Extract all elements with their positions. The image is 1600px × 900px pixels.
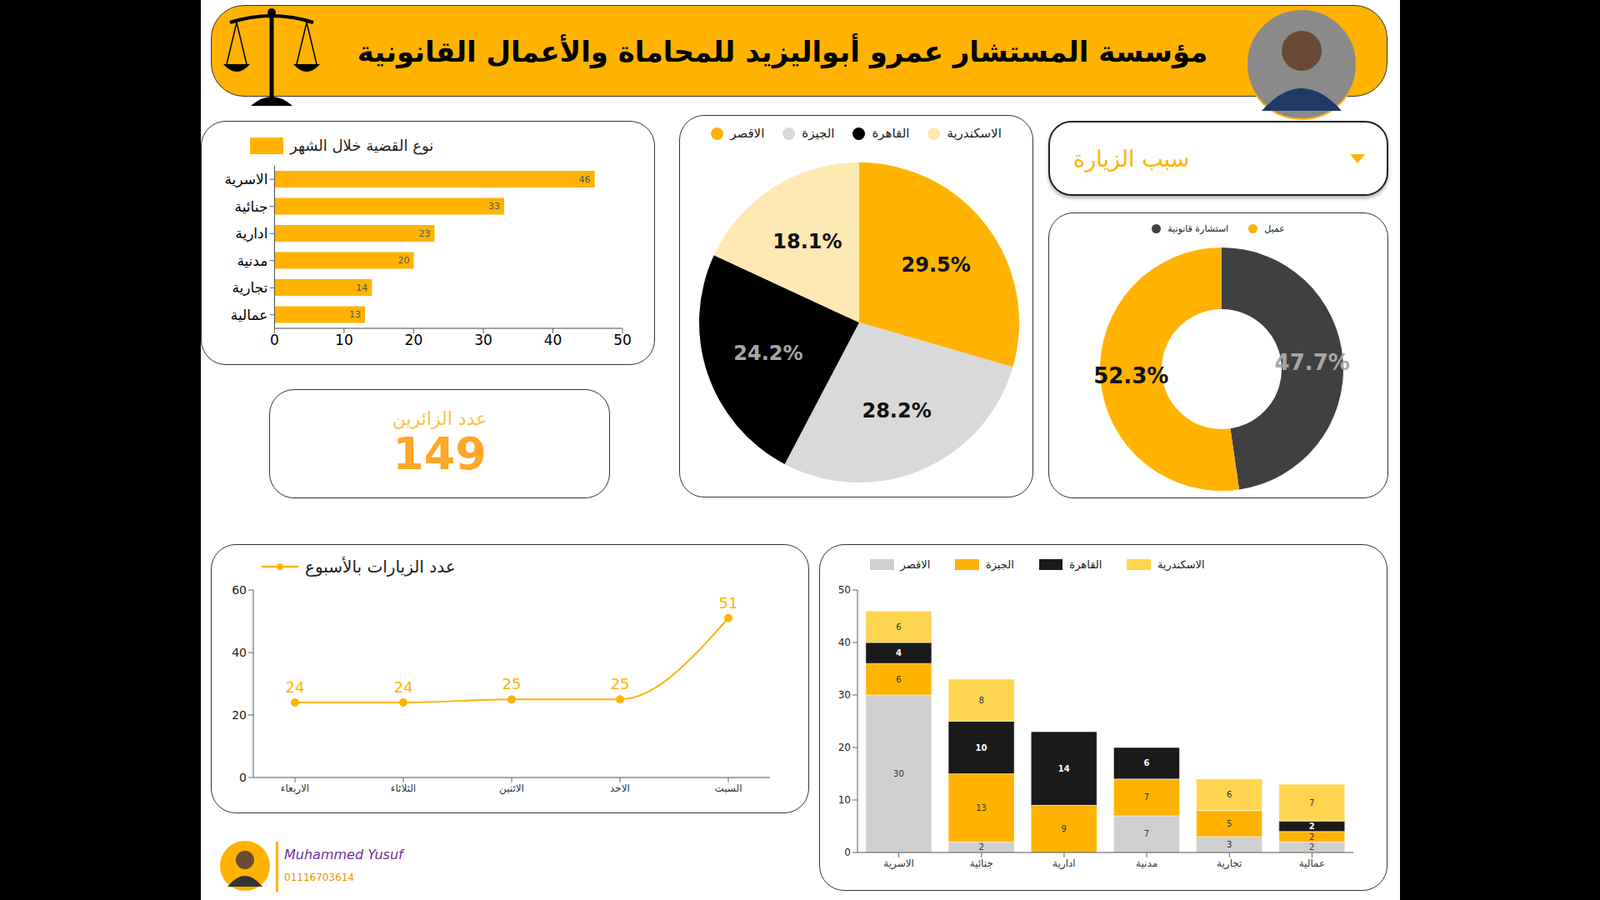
svg-text:10: 10: [975, 743, 988, 753]
svg-text:28.2%: 28.2%: [861, 399, 931, 423]
svg-text:تجارية: تجارية: [231, 279, 268, 296]
svg-text:جنائية: جنائية: [235, 198, 269, 215]
html-text:01116703614: 01116703614: [284, 871, 355, 884]
svg-text:24: 24: [394, 678, 414, 696]
svg-text:3: 3: [1226, 840, 1232, 850]
svg-text:23: 23: [418, 228, 430, 240]
svg-text:جنائية: جنائية: [970, 857, 994, 870]
svg-text:24: 24: [285, 678, 305, 696]
svg-text:6: 6: [895, 675, 901, 685]
svg-text:4: 4: [895, 648, 902, 658]
html-text:الجيزة: الجيزة: [801, 125, 835, 141]
html-text:سبب الزيارة: سبب الزيارة: [1073, 145, 1190, 172]
svg-text:40: 40: [231, 645, 247, 660]
svg-text:25: 25: [502, 675, 522, 693]
svg-text:6: 6: [1143, 758, 1150, 768]
html-text:عدد الزيارات بالأسبوع: عدد الزيارات بالأسبوع: [305, 556, 456, 577]
svg-text:50: 50: [838, 584, 851, 596]
html-text:القاهرة: القاهرة: [1069, 558, 1102, 571]
html-text:149: 149: [392, 427, 487, 481]
svg-text:13: 13: [349, 309, 361, 320]
svg-text:29.5%: 29.5%: [900, 253, 970, 277]
svg-text:6: 6: [895, 622, 901, 632]
svg-text:33: 33: [488, 200, 500, 212]
svg-text:14: 14: [355, 282, 368, 294]
svg-text:9: 9: [1061, 824, 1067, 834]
svg-text:52.3%: 52.3%: [1093, 363, 1169, 389]
svg-text:30: 30: [893, 769, 905, 779]
svg-text:20: 20: [397, 255, 410, 266]
svg-text:الاسرية: الاسرية: [883, 857, 915, 870]
html-text:الاسكندرية: الاسكندرية: [1157, 558, 1205, 571]
html-text:الاسكندرية: الاسكندرية: [947, 125, 1002, 141]
svg-text:0: 0: [270, 331, 280, 349]
svg-text:الاربعاء: الاربعاء: [280, 782, 310, 795]
svg-text:0: 0: [844, 846, 851, 859]
svg-text:الثلاثاء: الثلاثاء: [390, 782, 416, 795]
svg-text:46: 46: [579, 174, 591, 185]
svg-text:25: 25: [610, 675, 630, 693]
svg-text:ادارية: ادارية: [1052, 857, 1076, 870]
svg-text:20: 20: [838, 741, 851, 754]
html-text:نوع القضية خلال الشهر: نوع القضية خلال الشهر: [290, 136, 434, 155]
svg-text:الاثنين: الاثنين: [499, 782, 525, 795]
svg-text:18.1%: 18.1%: [772, 230, 842, 254]
svg-text:2: 2: [1309, 821, 1315, 831]
svg-text:20: 20: [405, 331, 424, 349]
svg-text:2: 2: [1309, 832, 1315, 842]
html-text:Muhammed Yusuf: Muhammed Yusuf: [284, 846, 404, 863]
svg-text:7: 7: [1144, 829, 1150, 839]
svg-text:5: 5: [1226, 819, 1232, 829]
html-text:الاقصر: الاقصر: [730, 125, 765, 141]
html-text:القاهرة: القاهرة: [872, 125, 910, 141]
svg-text:مدنية: مدنية: [1135, 857, 1158, 870]
svg-text:24.2%: 24.2%: [733, 341, 803, 365]
svg-text:السبت: السبت: [714, 782, 742, 795]
svg-text:الاسرية: الاسرية: [225, 170, 269, 188]
html-text:عدد الزائرين: عدد الزائرين: [392, 408, 487, 430]
svg-text:47.7%: 47.7%: [1275, 350, 1350, 375]
svg-text:عمالية: عمالية: [230, 306, 269, 324]
svg-text:2: 2: [978, 842, 984, 852]
svg-text:عمالية: عمالية: [1299, 857, 1325, 870]
svg-text:13: 13: [975, 803, 987, 813]
html-text:استشارة قانونية: استشارة قانونية: [1167, 223, 1229, 235]
svg-text:50: 50: [613, 331, 632, 349]
svg-text:14: 14: [1058, 764, 1070, 774]
svg-text:7: 7: [1309, 798, 1315, 808]
svg-text:ادارية: ادارية: [235, 225, 268, 242]
svg-text:40: 40: [544, 331, 563, 349]
svg-text:تجارية: تجارية: [1216, 857, 1242, 870]
svg-text:30: 30: [474, 331, 493, 349]
svg-text:8: 8: [978, 695, 984, 705]
svg-text:الاحد: الاحد: [610, 782, 630, 795]
svg-text:0: 0: [239, 770, 247, 785]
svg-text:40: 40: [838, 636, 851, 649]
html-text:عميل: عميل: [1264, 223, 1285, 235]
svg-text:10: 10: [335, 331, 354, 349]
svg-text:7: 7: [1144, 792, 1150, 802]
svg-text:60: 60: [231, 583, 247, 597]
html-text:مؤسسة المستشار عمرو أبواليزيد: مؤسسة المستشار عمرو أبواليزيد للمحاماة و…: [357, 35, 1208, 69]
svg-text:6: 6: [1226, 790, 1232, 800]
svg-text:مدنية: مدنية: [236, 252, 268, 270]
svg-text:20: 20: [231, 708, 247, 722]
svg-text:10: 10: [838, 794, 851, 806]
html-text:الجيزة: الجيزة: [985, 558, 1014, 571]
svg-text:51: 51: [719, 594, 739, 612]
html-text:الاقصر: الاقصر: [900, 558, 931, 571]
svg-text:2: 2: [1309, 842, 1315, 852]
svg-text:30: 30: [838, 689, 851, 701]
